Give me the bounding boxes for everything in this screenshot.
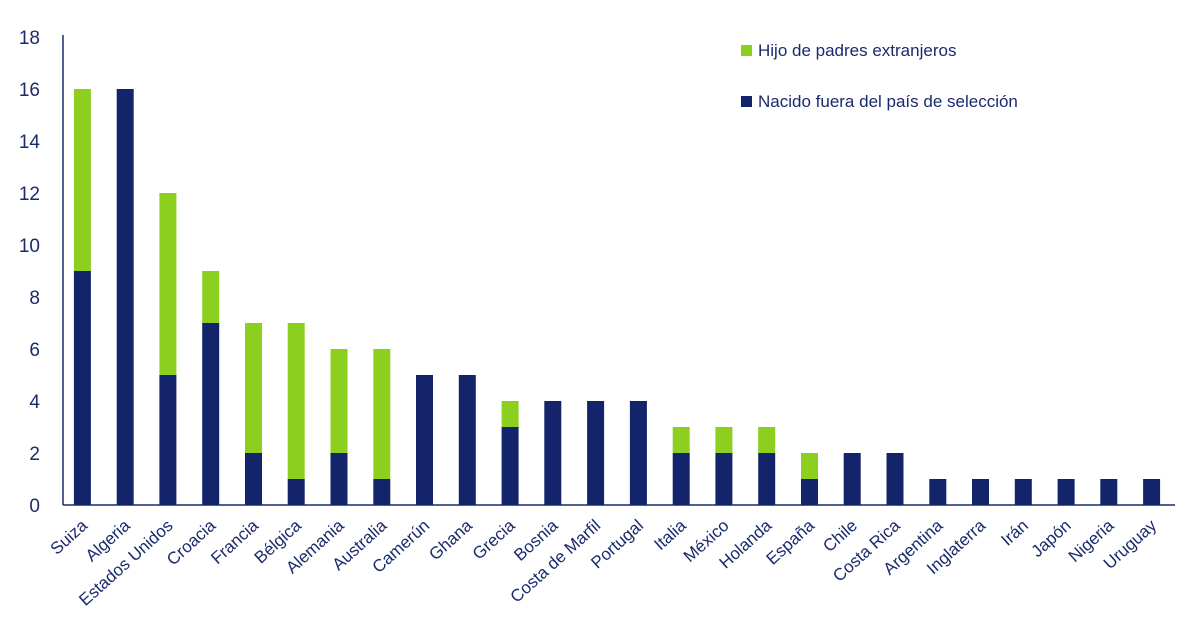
y-tick-label: 12 bbox=[19, 184, 40, 205]
bars-group bbox=[73, 89, 1161, 505]
bar-segment bbox=[1100, 479, 1118, 505]
bar-segment bbox=[886, 453, 904, 505]
x-tick-label: Irán bbox=[997, 516, 1031, 550]
bar-segment bbox=[1014, 479, 1032, 505]
bar-segment bbox=[416, 375, 433, 505]
bar-segment bbox=[544, 401, 562, 505]
bar-segment bbox=[1057, 479, 1075, 505]
x-tick-label: Croacia bbox=[163, 515, 220, 569]
y-tick-label: 18 bbox=[19, 28, 40, 49]
y-tick-label: 2 bbox=[29, 444, 40, 465]
y-tick-label: 16 bbox=[19, 80, 40, 101]
bar-segment bbox=[672, 427, 690, 453]
x-tick-label: Francia bbox=[207, 515, 262, 567]
bar-segment bbox=[629, 401, 647, 505]
bar-segment bbox=[373, 479, 391, 505]
legend: Hijo de padres extranjeros Nacido fuera d… bbox=[741, 41, 1018, 111]
bar-segment bbox=[501, 427, 519, 505]
bar-segment bbox=[202, 271, 220, 323]
bar-segment bbox=[672, 453, 690, 505]
legend-label: Nacido fuera del país de selección bbox=[758, 92, 1018, 111]
bar-segment bbox=[330, 453, 348, 505]
bar-segment bbox=[245, 453, 262, 505]
bar-segment bbox=[715, 453, 733, 505]
bar-segment bbox=[843, 453, 861, 505]
bar-segment bbox=[202, 323, 220, 505]
bar-segment bbox=[159, 375, 177, 505]
legend-swatch bbox=[741, 96, 752, 107]
bar-segment bbox=[715, 427, 733, 453]
y-tick-label: 10 bbox=[19, 236, 40, 257]
bar-segment bbox=[587, 401, 605, 505]
bar-segment bbox=[801, 453, 818, 479]
x-tick-label: España bbox=[763, 515, 819, 568]
bar-segment bbox=[330, 349, 348, 453]
x-tick-label: Ghana bbox=[425, 515, 476, 564]
bar-segment bbox=[758, 427, 776, 453]
y-tick-label: 4 bbox=[29, 392, 40, 413]
y-axis-ticks: 0 2 4 6 8 10 12 14 16 18 bbox=[19, 28, 41, 517]
bar-segment bbox=[458, 375, 476, 505]
bar-segment bbox=[287, 323, 305, 479]
y-tick-label: 14 bbox=[19, 132, 41, 153]
bar-segment bbox=[373, 349, 391, 479]
bar-segment bbox=[801, 479, 818, 505]
x-tick-label: Grecia bbox=[469, 515, 519, 563]
legend-label: Hijo de padres extranjeros bbox=[758, 41, 956, 60]
bar-segment bbox=[287, 479, 305, 505]
bar-segment bbox=[73, 89, 91, 271]
bar-segment bbox=[758, 453, 776, 505]
bar-segment bbox=[116, 89, 134, 505]
bar-segment bbox=[73, 271, 91, 505]
bar-segment bbox=[1143, 479, 1161, 505]
bar-segment bbox=[245, 323, 262, 453]
bar-segment bbox=[972, 479, 989, 505]
bar-segment bbox=[501, 401, 519, 427]
bar-segment bbox=[159, 193, 177, 375]
y-tick-label: 8 bbox=[29, 288, 40, 309]
legend-swatch bbox=[741, 45, 752, 56]
bar-segment bbox=[929, 479, 947, 505]
y-tick-label: 6 bbox=[29, 340, 40, 361]
y-tick-label: 0 bbox=[29, 496, 40, 517]
